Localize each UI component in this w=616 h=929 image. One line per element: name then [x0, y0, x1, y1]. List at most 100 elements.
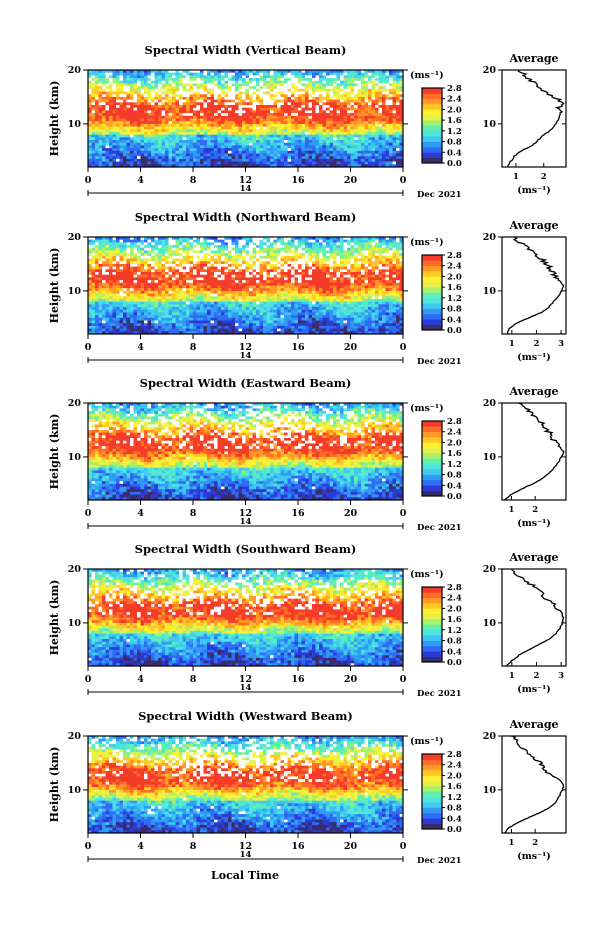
heatmap-cell: [98, 113, 103, 117]
heatmap-cell: [168, 134, 173, 138]
heatmap-cell: [137, 70, 141, 74]
heatmap-cell: [326, 121, 330, 125]
heatmap-cell: [399, 242, 404, 246]
heatmap-cell: [151, 164, 155, 168]
heatmap-cell: [308, 274, 313, 278]
heatmap-cell: [263, 72, 267, 76]
heatmap-cell: [151, 78, 155, 82]
heatmap-cell: [193, 239, 197, 243]
heatmap-cell: [140, 253, 145, 257]
heatmap-cell: [382, 258, 386, 262]
heatmap-cell: [165, 123, 169, 127]
heatmap-cell: [305, 255, 309, 259]
heatmap-cell: [119, 88, 124, 92]
heatmap-cell: [123, 86, 127, 90]
heatmap-cell: [203, 99, 208, 103]
heatmap-cell: [189, 99, 194, 103]
heatmap-cell: [287, 72, 292, 76]
heatmap-cell: [378, 261, 383, 265]
heatmap-cell: [91, 255, 96, 259]
heatmap-cell: [249, 263, 253, 268]
heatmap-cell: [340, 118, 344, 122]
heatmap-cell: [270, 134, 274, 138]
heatmap-cell: [396, 113, 400, 117]
heatmap-cell: [340, 129, 344, 133]
heatmap-cell: [389, 158, 393, 163]
heatmap-cell: [266, 94, 271, 98]
heatmap-cell: [277, 242, 281, 246]
heatmap-cell: [266, 156, 271, 160]
heatmap-cell: [382, 161, 386, 165]
heatmap-cell: [343, 266, 348, 270]
heatmap-cell: [109, 142, 113, 146]
heatmap-cell: [102, 118, 106, 122]
heatmap-cell: [175, 96, 180, 101]
heatmap-cell: [371, 269, 376, 273]
heatmap-cell: [88, 126, 92, 130]
heatmap-cell: [105, 156, 110, 160]
heatmap-cell: [95, 113, 99, 117]
heatmap-cell: [392, 140, 397, 144]
heatmap-cell: [179, 237, 183, 241]
heatmap-cell: [266, 131, 271, 136]
heatmap-cell: [315, 274, 320, 278]
heatmap-cell: [88, 107, 92, 111]
heatmap-cell: [238, 161, 243, 165]
heatmap-cell: [382, 269, 386, 273]
heatmap-cell: [119, 72, 124, 76]
heatmap-cell: [287, 239, 292, 243]
heatmap-cell: [161, 137, 166, 141]
heatmap-cell: [193, 99, 197, 103]
heatmap-cell: [357, 99, 362, 103]
heatmap-cell: [186, 99, 190, 103]
heatmap-cell: [238, 263, 243, 268]
heatmap-cell: [245, 285, 250, 289]
heatmap-cell: [165, 121, 169, 125]
heatmap-cell: [284, 72, 288, 76]
heatmap-cell: [109, 277, 113, 281]
heatmap-cell: [245, 121, 250, 125]
heatmap-cell: [263, 272, 267, 276]
heatmap-cell: [242, 83, 246, 87]
heatmap-cell: [221, 126, 225, 130]
heatmap-cell: [270, 250, 274, 254]
heatmap-cell: [123, 285, 127, 289]
heatmap-cell: [196, 164, 201, 168]
heatmap-cell: [105, 161, 110, 165]
heatmap-cell: [396, 99, 400, 103]
heatmap-cell: [340, 75, 344, 79]
heatmap-cell: [144, 161, 148, 165]
heatmap-cell: [140, 105, 145, 109]
heatmap-cell: [189, 121, 194, 125]
heatmap-cell: [112, 121, 117, 125]
heatmap-cell: [361, 134, 365, 138]
heatmap-cell: [259, 123, 264, 127]
heatmap-cell: [308, 277, 313, 281]
heatmap-cell: [221, 245, 225, 249]
heatmap-cell: [361, 123, 365, 127]
heatmap-cell: [207, 158, 211, 163]
heatmap-cell: [259, 145, 264, 149]
heatmap-cell: [158, 263, 162, 268]
heatmap-cell: [301, 245, 306, 249]
heatmap-cell: [266, 91, 271, 95]
heatmap-cell: [392, 274, 397, 278]
heatmap-cell: [298, 150, 302, 154]
heatmap-cell: [231, 250, 236, 254]
heatmap-cell: [382, 115, 386, 119]
heatmap-cell: [105, 94, 110, 98]
heatmap-cell: [336, 96, 341, 101]
heatmap-cell: [354, 105, 358, 109]
heatmap-cell: [179, 142, 183, 146]
heatmap-cell: [165, 285, 169, 289]
heatmap-cell: [249, 269, 253, 273]
heatmap-cell: [340, 131, 344, 136]
heatmap-cell: [259, 70, 264, 74]
heatmap-cell: [231, 277, 236, 281]
heatmap-cell: [284, 269, 288, 273]
heatmap-cell: [182, 145, 187, 149]
heatmap-cell: [364, 245, 369, 249]
heatmap-cell: [301, 277, 306, 281]
heatmap-cell: [252, 285, 257, 289]
colorbar-frame: [421, 87, 443, 164]
